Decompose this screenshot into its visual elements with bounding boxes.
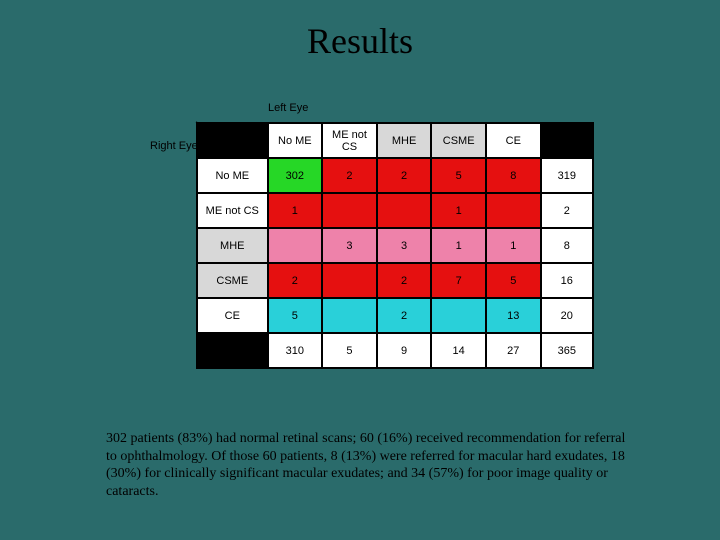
row-total: 319 [541, 158, 593, 193]
row-total: 20 [541, 298, 593, 333]
row-total: 16 [541, 263, 593, 298]
data-cell [322, 298, 377, 333]
col-header-row: No ME ME not CS MHE CSME CE [197, 123, 593, 158]
table-row: CE 5 2 13 20 [197, 298, 593, 333]
data-cell: 3 [322, 228, 377, 263]
right-eye-label: Right Eye [150, 140, 198, 152]
data-cell: 1 [431, 193, 486, 228]
row-header: CE [197, 298, 268, 333]
col-header: ME not CS [322, 123, 377, 158]
results-table: No ME ME not CS MHE CSME CE No ME 302 2 … [196, 122, 594, 369]
data-cell: 2 [322, 158, 377, 193]
data-cell [322, 263, 377, 298]
col-header: MHE [377, 123, 432, 158]
row-total: 2 [541, 193, 593, 228]
data-cell: 2 [377, 158, 432, 193]
col-total: 9 [377, 333, 432, 368]
grand-total: 365 [541, 333, 593, 368]
table-row: ME not CS 1 1 2 [197, 193, 593, 228]
data-cell [431, 298, 486, 333]
slide-title: Results [0, 0, 720, 80]
data-cell [322, 193, 377, 228]
data-cell: 1 [268, 193, 323, 228]
row-header: ME not CS [197, 193, 268, 228]
data-cell: 2 [268, 263, 323, 298]
row-header: MHE [197, 228, 268, 263]
data-cell: 302 [268, 158, 323, 193]
col-header: No ME [268, 123, 323, 158]
col-header: CE [486, 123, 541, 158]
col-totals-row: 310 5 9 14 27 365 [197, 333, 593, 368]
data-cell: 2 [377, 298, 432, 333]
col-total: 310 [268, 333, 323, 368]
row-header: No ME [197, 158, 268, 193]
table-region: Left Eye Right Eye No ME ME not CS MHE C… [126, 80, 594, 380]
col-total: 27 [486, 333, 541, 368]
data-cell: 13 [486, 298, 541, 333]
col-total: 5 [322, 333, 377, 368]
col-total: 14 [431, 333, 486, 368]
data-cell: 3 [377, 228, 432, 263]
data-cell: 1 [486, 228, 541, 263]
corner-cell [197, 123, 268, 158]
data-cell [268, 228, 323, 263]
data-cell: 7 [431, 263, 486, 298]
totals-corner [197, 333, 268, 368]
data-cell: 8 [486, 158, 541, 193]
row-total: 8 [541, 228, 593, 263]
data-cell: 5 [268, 298, 323, 333]
table-row: No ME 302 2 2 5 8 319 [197, 158, 593, 193]
table-row: CSME 2 2 7 5 16 [197, 263, 593, 298]
col-header: CSME [431, 123, 486, 158]
data-cell: 1 [431, 228, 486, 263]
data-cell: 2 [377, 263, 432, 298]
data-cell: 5 [431, 158, 486, 193]
data-cell [377, 193, 432, 228]
table-row: MHE 3 3 1 1 8 [197, 228, 593, 263]
left-eye-label: Left Eye [268, 102, 308, 114]
totals-corner [541, 123, 593, 158]
body-paragraph: 302 patients (83%) had normal retinal sc… [106, 430, 626, 500]
row-header: CSME [197, 263, 268, 298]
data-cell: 5 [486, 263, 541, 298]
data-cell [486, 193, 541, 228]
